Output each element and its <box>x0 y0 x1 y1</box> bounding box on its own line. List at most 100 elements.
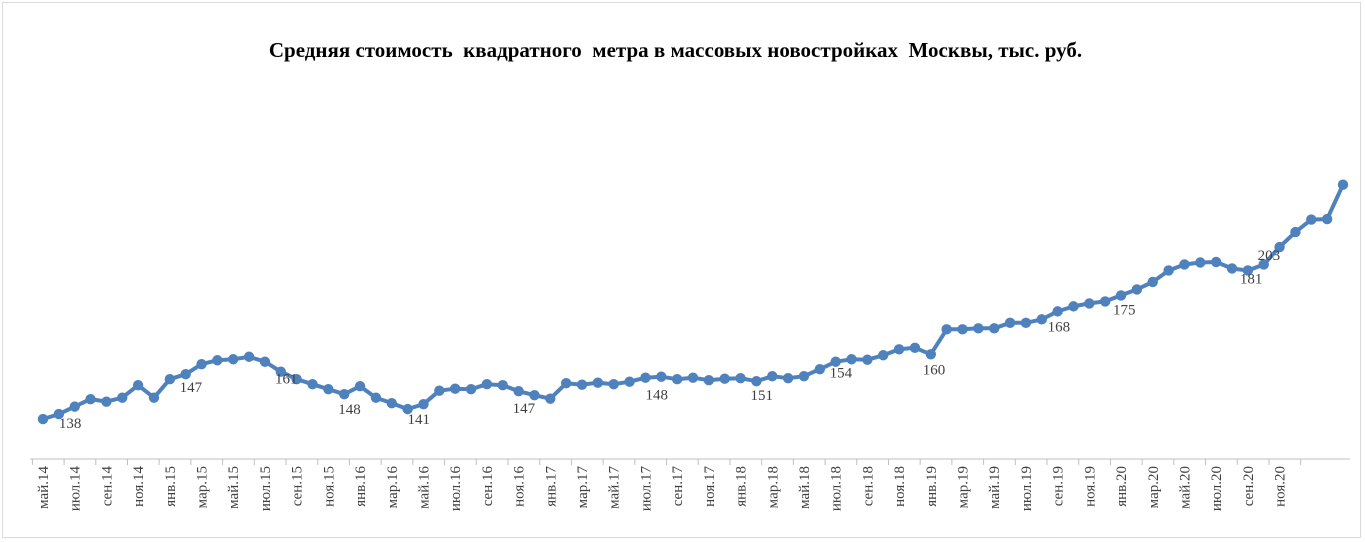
data-point <box>132 379 144 391</box>
x-tick-label: июл.16 <box>448 466 464 512</box>
x-tick-label: мар.17 <box>575 466 591 509</box>
data-labels: 138 147 161 148 141 147 148 151 154 160 168 175 181 2… <box>59 248 1280 432</box>
x-tick-label: мар.16 <box>385 466 401 509</box>
x-tick-label: июл.17 <box>638 466 654 512</box>
data-label: 160 <box>923 362 946 378</box>
data-label: 141 <box>407 412 430 428</box>
data-point <box>370 392 382 403</box>
data-point <box>640 372 651 383</box>
data-point <box>989 323 1000 334</box>
x-tick-label: май.17 <box>607 466 623 509</box>
data-point <box>497 379 508 391</box>
series-points <box>37 179 1349 425</box>
data-point <box>1290 226 1301 238</box>
data-point <box>243 351 255 362</box>
data-label: 181 <box>1240 271 1263 287</box>
data-point <box>957 324 968 335</box>
data-point <box>1179 259 1190 270</box>
data-point <box>291 374 302 385</box>
data-point <box>339 388 350 400</box>
data-point <box>1004 317 1016 329</box>
data-point <box>608 378 619 390</box>
x-tick-label: сен.20 <box>1241 466 1257 506</box>
data-label: 151 <box>751 388 774 404</box>
x-tick-label: ноя.19 <box>1082 466 1098 507</box>
x-tick-label: мар.19 <box>956 466 972 508</box>
data-label: 147 <box>180 380 203 396</box>
x-tick-label: сен.15 <box>290 466 306 506</box>
data-point <box>259 356 271 367</box>
data-point <box>307 378 318 390</box>
x-tick-label: ноя.20 <box>1273 466 1289 507</box>
data-label: 148 <box>645 388 668 404</box>
data-point <box>323 383 334 395</box>
x-tick-label: ноя.17 <box>702 466 718 507</box>
data-point <box>1068 301 1079 312</box>
data-point <box>449 383 461 394</box>
data-point <box>529 389 540 401</box>
data-point <box>1163 265 1174 276</box>
data-label: 148 <box>338 402 361 418</box>
data-point <box>164 374 176 385</box>
data-point <box>513 385 524 397</box>
data-point <box>1258 259 1269 270</box>
x-tick-label: июл.20 <box>1209 466 1225 511</box>
data-point <box>782 373 794 384</box>
x-tick-label: ноя.15 <box>321 466 337 507</box>
x-tick-label: июл.19 <box>1019 466 1035 511</box>
x-axis-ticks <box>31 459 1302 465</box>
data-point <box>1274 241 1285 253</box>
x-tick-label: май.14 <box>36 466 52 509</box>
data-point <box>592 377 604 388</box>
x-tick-label: янв.18 <box>734 466 750 507</box>
data-point <box>925 349 937 360</box>
data-point <box>418 398 429 410</box>
x-tick-label: янв.19 <box>924 466 940 507</box>
x-tick-label: сен.16 <box>480 466 496 507</box>
data-point <box>719 373 730 384</box>
data-point <box>767 371 778 382</box>
data-point <box>545 393 556 404</box>
data-point <box>656 371 667 382</box>
x-tick-label: сен.17 <box>670 466 686 507</box>
x-tick-label: сен.14 <box>99 466 115 507</box>
x-tick-label: июл.18 <box>829 466 845 511</box>
x-tick-label: май.19 <box>987 466 1003 509</box>
data-point <box>386 397 397 409</box>
data-point <box>1084 298 1095 309</box>
data-point <box>576 379 588 390</box>
data-point <box>973 323 984 334</box>
x-tick-label: мар.20 <box>1146 466 1162 508</box>
data-point <box>180 369 191 380</box>
data-point <box>1210 256 1222 268</box>
data-point <box>1195 257 1206 268</box>
data-point <box>671 374 683 385</box>
data-point <box>434 385 445 396</box>
data-point <box>830 356 841 367</box>
chart-title: Средняя стоимость квадратного метра в ма… <box>268 38 1083 62</box>
data-point <box>481 378 493 390</box>
data-point <box>1099 296 1111 307</box>
x-tick-label: сен.19 <box>1051 466 1067 506</box>
data-label: 203 <box>1258 248 1281 264</box>
data-point <box>101 396 112 407</box>
data-label: 138 <box>59 416 81 432</box>
data-point <box>846 354 857 365</box>
data-point <box>85 393 96 405</box>
data-point <box>1036 314 1047 325</box>
data-label: 175 <box>1113 302 1136 318</box>
x-tick-label: сен.18 <box>860 466 876 506</box>
x-axis-tick-labels: май.14 июл.14 сен.14 ноя.14 янв.15 мар.15 май.… <box>36 466 1289 512</box>
data-point <box>1337 179 1349 190</box>
x-tick-label: май.15 <box>226 466 242 509</box>
data-point <box>1131 284 1143 295</box>
data-point <box>735 373 746 384</box>
x-tick-label: май.20 <box>1177 466 1193 509</box>
data-point <box>941 324 952 335</box>
data-label: 161 <box>275 372 298 388</box>
x-tick-label: ноя.16 <box>512 466 528 507</box>
data-point <box>1242 265 1254 276</box>
data-label: 168 <box>1048 319 1071 335</box>
